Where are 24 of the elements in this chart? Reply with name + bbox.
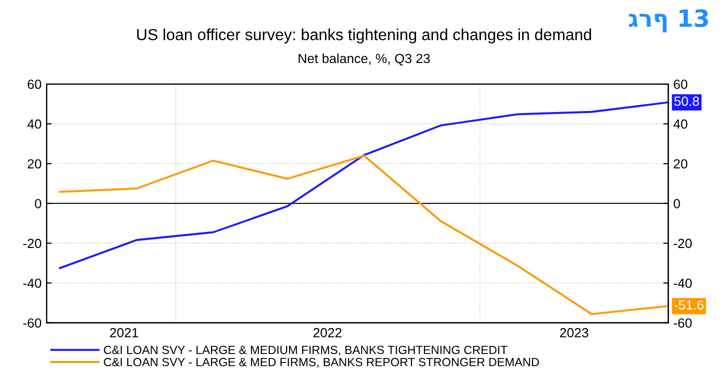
chart-subtitle: Net balance, %, Q3 23 [298, 53, 430, 66]
y2-tick-label: 20 [674, 159, 688, 169]
y-tick-label: 40 [27, 119, 42, 129]
legend-label: C&I LOAN SVY - LARGE & MEDIUM FIRMS, BANKS TIGHTENING CREDIT [104, 346, 508, 356]
y-tick-label: 20 [28, 159, 42, 169]
y2-tick-label: -20 [674, 238, 692, 248]
legend-label: C&I LOAN SVY - LARGE & MED FIRMS, BANKS REPORT STRONGER DEMAND [104, 358, 539, 368]
data-label: 50.8 [674, 96, 699, 106]
x-tick-label: 2022 [313, 328, 342, 338]
y-tick-label: 0 [34, 198, 42, 208]
x-tick-label: 2021 [110, 328, 138, 338]
y2-tick-label: 60 [674, 80, 688, 89]
x-tick-label: 2023 [560, 328, 588, 338]
y2-tick-label: 40 [673, 119, 688, 129]
y-tick-label: -20 [23, 238, 42, 248]
y2-tick-label: -40 [674, 278, 692, 288]
text: גרף 13 [629, 9, 708, 32]
data-label: -51.6 [674, 300, 704, 310]
y-tick-label: -40 [23, 278, 42, 288]
y-tick-label: -60 [23, 318, 42, 328]
y2-tick-label: 0 [674, 198, 680, 208]
y-tick-label: 60 [28, 80, 42, 89]
chart-title: US loan officer survey: banks tightening and changes in demand [137, 28, 592, 44]
y2-tick-label: -60 [674, 318, 692, 328]
